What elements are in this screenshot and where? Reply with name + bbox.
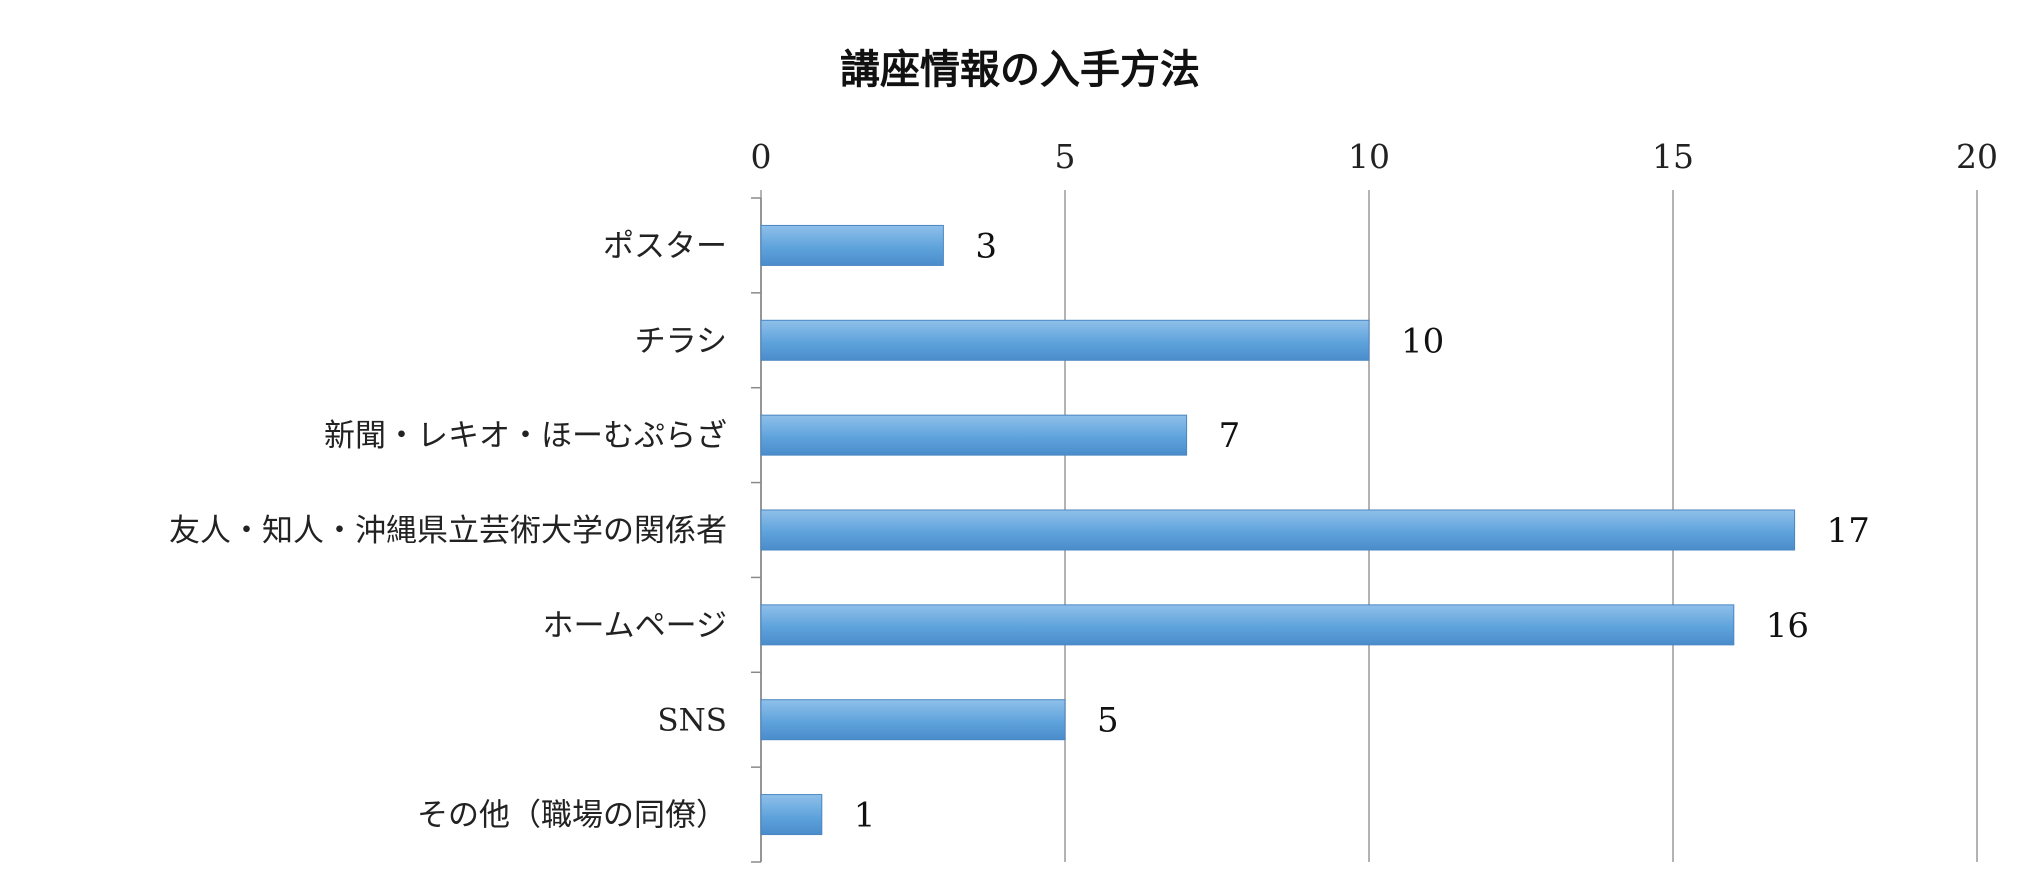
- bar: [760, 699, 1066, 741]
- x-tick-label: 20: [1956, 137, 1998, 176]
- category-label: その他（職場の同僚）: [417, 798, 727, 834]
- data-label: 1: [854, 796, 876, 836]
- x-tick-label: 0: [751, 137, 772, 176]
- x-tick-label: 5: [1055, 137, 1076, 176]
- category-label: 友人・知人・沖縄県立芸術大学の関係者: [169, 513, 727, 549]
- bars: [760, 224, 1796, 836]
- data-label: 7: [1219, 416, 1241, 456]
- category-label: チラシ: [635, 323, 727, 359]
- data-label: 3: [975, 226, 997, 266]
- x-tick-label: 10: [1348, 137, 1390, 176]
- category-label: ホームページ: [543, 608, 727, 644]
- data-label: 17: [1827, 511, 1870, 551]
- bar: [760, 794, 823, 836]
- bar: [760, 414, 1188, 456]
- bar: [760, 509, 1796, 551]
- category-label: SNS: [657, 703, 727, 739]
- category-label: ポスター: [603, 228, 727, 264]
- category-label: 新聞・レキオ・ほーむぷらざ: [324, 418, 727, 454]
- chart-title: 講座情報の入手方法: [840, 47, 1200, 93]
- bar: [760, 319, 1370, 361]
- data-label: 5: [1097, 701, 1119, 741]
- bar: [760, 224, 944, 266]
- data-label: 16: [1766, 606, 1809, 646]
- bar: [760, 604, 1735, 646]
- x-tick-label: 15: [1652, 137, 1694, 176]
- data-label: 10: [1401, 321, 1444, 361]
